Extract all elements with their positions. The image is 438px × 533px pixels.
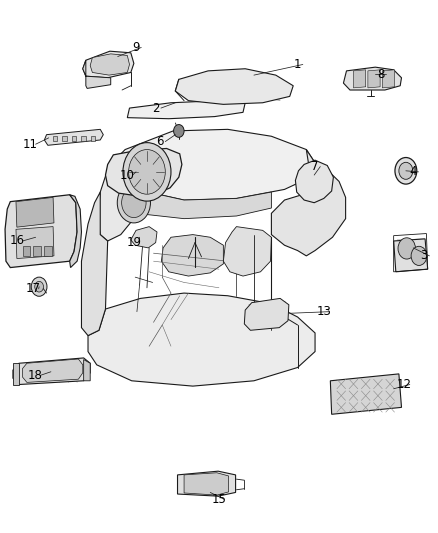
Polygon shape	[13, 358, 90, 384]
Bar	[53, 136, 57, 141]
Polygon shape	[175, 69, 293, 104]
Text: 17: 17	[26, 282, 41, 295]
Polygon shape	[295, 160, 333, 203]
Polygon shape	[184, 473, 229, 495]
Circle shape	[129, 150, 165, 194]
Circle shape	[123, 143, 171, 201]
Polygon shape	[244, 298, 289, 330]
Polygon shape	[394, 239, 427, 272]
Polygon shape	[16, 227, 54, 259]
Text: 18: 18	[27, 369, 42, 382]
Text: 7: 7	[311, 160, 319, 173]
Circle shape	[399, 163, 413, 179]
Text: 8: 8	[377, 68, 384, 80]
Polygon shape	[98, 163, 136, 241]
Bar	[44, 246, 52, 256]
Bar	[72, 136, 76, 141]
Polygon shape	[343, 67, 402, 90]
Polygon shape	[131, 227, 157, 248]
Text: 19: 19	[126, 236, 141, 249]
Bar	[22, 246, 30, 256]
Circle shape	[31, 277, 47, 296]
Polygon shape	[136, 189, 272, 219]
Polygon shape	[223, 227, 272, 276]
Text: 10: 10	[120, 168, 135, 182]
Circle shape	[398, 238, 416, 259]
Polygon shape	[70, 195, 81, 268]
Polygon shape	[161, 235, 223, 276]
Text: 11: 11	[23, 138, 38, 151]
Text: 13: 13	[316, 305, 331, 318]
Bar	[91, 136, 95, 141]
Polygon shape	[106, 149, 182, 196]
Circle shape	[411, 246, 427, 265]
Polygon shape	[83, 60, 111, 88]
Text: 9: 9	[132, 41, 140, 54]
Text: 16: 16	[10, 235, 25, 247]
Text: 2: 2	[152, 102, 159, 115]
Polygon shape	[112, 130, 315, 200]
Text: 3: 3	[420, 249, 428, 262]
Polygon shape	[177, 471, 236, 496]
Bar	[33, 246, 41, 256]
Bar	[81, 136, 86, 141]
Circle shape	[395, 158, 417, 184]
Text: 12: 12	[397, 378, 412, 391]
Polygon shape	[44, 130, 103, 146]
Polygon shape	[127, 101, 245, 119]
Polygon shape	[368, 70, 380, 88]
Polygon shape	[272, 150, 346, 256]
Circle shape	[117, 182, 150, 223]
Polygon shape	[22, 359, 83, 382]
Circle shape	[122, 188, 146, 217]
Bar	[62, 136, 67, 141]
Text: 4: 4	[410, 165, 417, 179]
Polygon shape	[84, 360, 90, 381]
Polygon shape	[81, 192, 108, 336]
Polygon shape	[88, 293, 315, 386]
Polygon shape	[382, 70, 395, 88]
Text: 15: 15	[212, 493, 226, 506]
Polygon shape	[330, 374, 402, 414]
Text: 6: 6	[156, 135, 164, 148]
Polygon shape	[90, 54, 130, 75]
Polygon shape	[16, 197, 54, 227]
Circle shape	[35, 281, 43, 292]
Polygon shape	[83, 51, 134, 78]
Circle shape	[173, 125, 184, 138]
Polygon shape	[13, 364, 19, 384]
Polygon shape	[353, 70, 366, 88]
Text: 1: 1	[294, 58, 301, 71]
Polygon shape	[5, 195, 77, 268]
